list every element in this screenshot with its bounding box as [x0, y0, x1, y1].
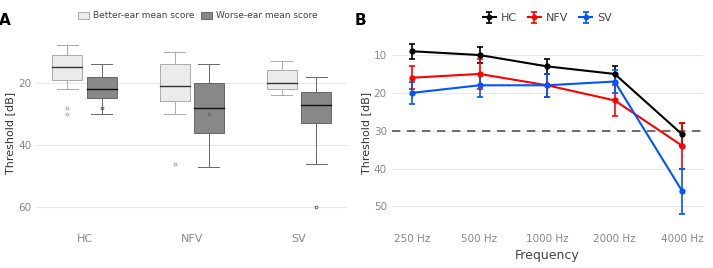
Bar — [52, 55, 83, 80]
Bar — [194, 83, 224, 133]
Y-axis label: Threshold [dB]: Threshold [dB] — [6, 91, 16, 174]
Bar — [301, 92, 331, 123]
Bar — [267, 70, 297, 89]
X-axis label: Frequency: Frequency — [515, 250, 580, 262]
Y-axis label: Threshold [dB]: Threshold [dB] — [361, 91, 371, 174]
Legend: Better-ear mean score, Worse-ear mean score: Better-ear mean score, Worse-ear mean sc… — [75, 8, 321, 24]
Bar — [160, 64, 190, 102]
Text: B: B — [354, 13, 366, 28]
Legend: HC, NFV, SV: HC, NFV, SV — [478, 9, 616, 28]
Text: A: A — [0, 13, 11, 28]
Bar — [87, 77, 117, 98]
